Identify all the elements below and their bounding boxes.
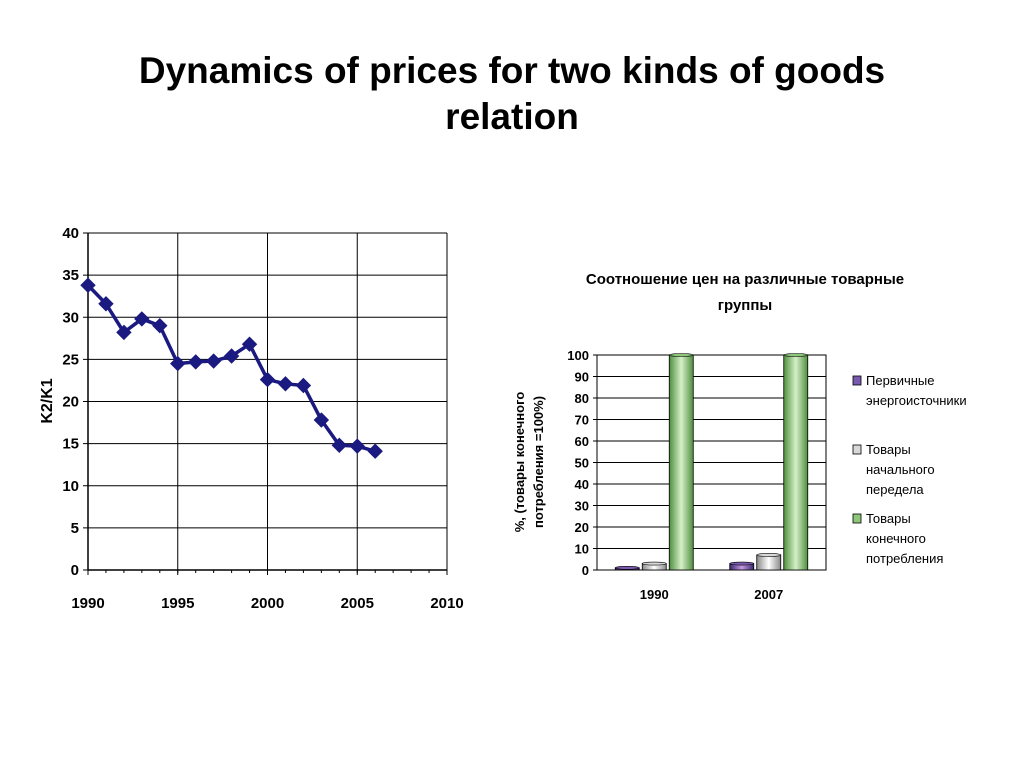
bar-chart-y-axis-label-line: %, (товары конечного [512, 392, 527, 533]
line-chart-point [349, 438, 365, 454]
bar-chart-y-tick-label: 50 [575, 456, 589, 471]
line-chart-x-tick-labels: 1990 1995 2000 2005 2010 [71, 595, 463, 612]
bar-chart-y-axis-label-line: потребления =100%) [531, 396, 546, 528]
bar-chart-legend-label: Товары [866, 442, 911, 457]
line-chart-y-tick-label: 25 [62, 351, 79, 368]
bar-chart-legend: Первичные энергоисточники Товары начального… [852, 373, 967, 566]
line-chart-series [80, 277, 383, 459]
bar-chart-y-tick-label: 100 [567, 348, 589, 363]
bar-chart-legend-label: потребления [866, 551, 943, 566]
bar-chart-y-axis-label: %, (товары конечного потребления =100%) [512, 392, 546, 533]
line-chart-point [170, 355, 186, 372]
bar-chart-y-tick-labels: 0 10 20 30 40 50 60 70 80 90 100 [567, 348, 589, 578]
bar-chart-y-tick-label: 70 [575, 413, 589, 428]
bar-chart-title-line: группы [718, 297, 773, 314]
line-chart-point [152, 317, 168, 334]
line-chart-point [313, 412, 330, 428]
bar-chart-bar-cap [783, 353, 809, 357]
line-chart-point [367, 443, 383, 459]
bar-chart-x-tick-label: 1990 [640, 587, 669, 602]
bar-chart-bar-cap [614, 566, 640, 570]
bar-chart-bars [614, 353, 809, 571]
line-chart-y-tick-label: 0 [71, 562, 79, 579]
line-chart-point [116, 324, 132, 341]
line-chart-series-line [86, 284, 376, 453]
bar-chart-x-tick-labels: 1990 2007 [640, 587, 783, 602]
bar-chart-y-tick-label: 80 [575, 391, 589, 406]
line-chart-point [98, 296, 114, 312]
bar-chart-title: Соотношение цен на различные товарные гру… [586, 271, 904, 314]
slide-title-line1: Dynamics of prices for two kinds of good… [138, 50, 886, 91]
line-chart-point [259, 371, 276, 388]
line-chart-y-tick-label: 10 [62, 478, 79, 495]
line-chart-point [331, 437, 348, 454]
line-chart-point [205, 353, 222, 369]
bar-chart-bar-cap [668, 353, 694, 357]
bar-chart-bar [668, 354, 694, 571]
line-chart-y-tick-label: 5 [71, 520, 79, 537]
line-chart-point [241, 336, 258, 352]
bar-chart-bar [783, 354, 809, 571]
line-chart-point [277, 376, 294, 392]
line-chart-point [134, 311, 150, 327]
line-chart-point [223, 348, 240, 364]
bar-chart-y-tick-label: 10 [575, 542, 589, 557]
line-chart-y-tick-label: 20 [62, 394, 79, 411]
line-chart-y-tick-label: 15 [62, 436, 79, 453]
line-chart-y-tick-label: 30 [62, 309, 79, 326]
line-chart-x-tick-label: 2000 [251, 595, 284, 612]
bar-chart-bar-cap [729, 561, 755, 566]
bar-chart-legend-swatch [852, 513, 862, 524]
bar-chart-legend-label: Товары [866, 511, 911, 526]
bar-chart-bar-cap [756, 553, 782, 557]
line-chart-y-tick-label: 35 [62, 267, 79, 284]
line-chart-x-tick-label: 1990 [71, 595, 104, 612]
bar-chart-y-tick-label: 20 [575, 520, 589, 535]
bar-chart-legend-swatch [852, 375, 862, 386]
bar-chart-bar [756, 554, 782, 571]
bar-chart-y-tick-label: 30 [575, 499, 589, 514]
line-chart-point [80, 277, 96, 293]
line-chart-axes [83, 232, 448, 575]
bar-chart-legend-label: конечного [866, 531, 926, 546]
price-ratio-line-chart: 0 5 10 15 20 25 30 35 40 1990 1995 2000 2005 2010 K2… [39, 225, 464, 612]
line-chart-y-tick-labels: 0 5 10 15 20 25 30 35 40 [62, 225, 79, 579]
bar-chart-title-line: Соотношение цен на различные товарные [586, 271, 904, 288]
line-chart-x-tick-label: 1995 [161, 595, 194, 612]
bar-chart-x-tick-label: 2007 [754, 587, 783, 602]
bar-chart-y-tick-label: 40 [575, 477, 589, 492]
slide-title: Dynamics of prices for two kinds of good… [60, 48, 964, 140]
line-chart-grid [87, 232, 448, 571]
line-chart-x-tick-label: 2010 [430, 595, 463, 612]
line-chart-y-axis-label: K2/K1 [39, 378, 56, 423]
bar-chart-legend-swatch [852, 444, 862, 455]
bar-chart-y-tick-label: 90 [575, 370, 589, 385]
slide-title-line2: relation [445, 96, 579, 137]
bar-chart-y-tick-label: 0 [582, 563, 589, 578]
bar-chart-legend-label: Первичные [866, 373, 935, 388]
bar-chart-legend-label: передела [866, 482, 924, 497]
bar-chart-legend-label: начального [866, 462, 935, 477]
bar-chart-legend-label: энергоисточники [866, 393, 967, 408]
line-chart-y-tick-label: 40 [62, 225, 79, 242]
line-chart-point [295, 377, 312, 394]
bar-chart-y-tick-label: 60 [575, 434, 589, 449]
bar-chart-bar-cap [641, 561, 667, 566]
price-groups-bar-chart: Соотношение цен на различные товарные гру… [512, 271, 967, 602]
line-chart-x-tick-label: 2005 [341, 595, 374, 612]
line-chart-point [187, 354, 204, 370]
